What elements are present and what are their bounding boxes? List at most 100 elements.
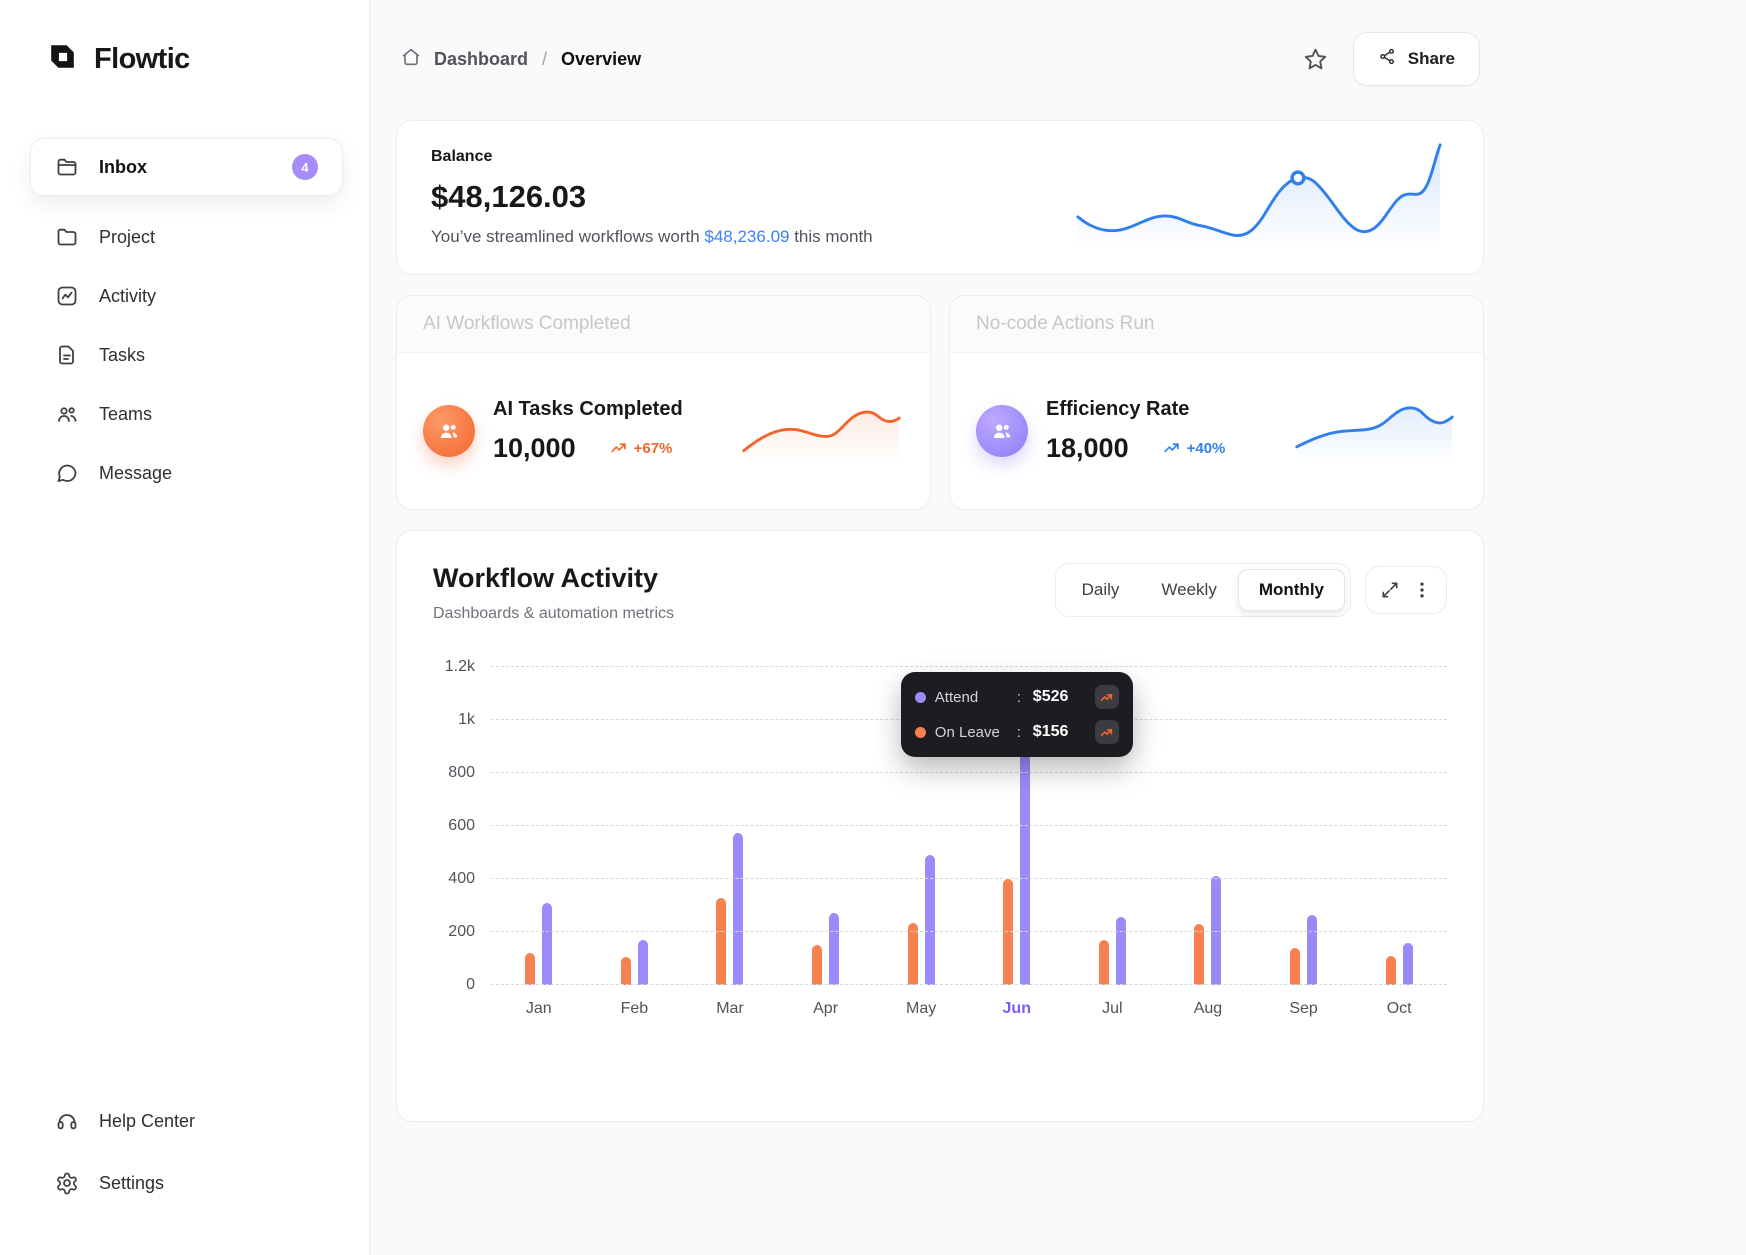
x-axis-labels: Jan Feb Mar Apr May Jun Jul Aug Sep Oct [491,1000,1447,1018]
on-leave-bar-mar[interactable] [716,897,727,985]
trend-up-icon [1094,720,1119,744]
y-tick-1k: 1k [458,711,475,728]
tooltip-value: $156 [1032,723,1069,740]
bar-group-apr [778,667,874,985]
top-actions: Share [1302,32,1480,86]
month-label-sep: Sep [1289,1000,1318,1017]
sidebar-item-label: Settings [99,1172,165,1193]
stat-card-no-code-actions: No-code Actions Run Efficiency Rate 18,0… [949,295,1484,510]
balance-sparkline [1069,139,1449,256]
tooltip-dot [914,691,926,703]
expand-icon[interactable] [1380,580,1400,600]
on-leave-bar-oct[interactable] [1385,955,1396,985]
chart-actions [1365,566,1447,614]
month-label-aug: Aug [1193,1000,1223,1017]
sidebar: Flowtic Inbox 4 Project Activity Tasks Teams M… [0,0,370,1255]
breadcrumb-dashboard[interactable]: Dashboard [400,46,528,73]
month-label-mar: Mar [716,1000,744,1017]
sidebar-item-label: Message [99,462,173,483]
on-leave-bar-may[interactable] [907,922,918,985]
sidebar-item-label: Help Center [99,1110,196,1131]
month-label-oct: Oct [1386,1000,1412,1017]
on-leave-bar-apr[interactable] [812,945,823,985]
stat-sparkline-blue [1292,395,1457,467]
month-label-may: May [906,1000,937,1017]
gridline-0 [491,984,1447,985]
sidebar-item-tasks[interactable]: Tasks [30,327,343,383]
tooltip-dot [914,726,926,738]
month-label-jul: Jul [1102,1000,1123,1017]
attend-bar-aug[interactable] [1211,876,1222,985]
sidebar-item-message[interactable]: Message [30,445,343,501]
balance-amount: $48,126.03 [431,179,587,214]
workflow-title-block: Workflow Activity Dashboards & automatio… [433,563,674,623]
tooltip-row-on-leave: On Leave: $156 [914,720,1119,744]
brand-logo-icon [44,38,81,80]
document-icon [55,343,79,367]
breadcrumb: Dashboard / Overview [400,46,641,73]
balance-amount-link[interactable]: $48,236.09 [704,227,790,246]
range-tabs: Daily Weekly Monthly [1054,563,1351,617]
stat-title: Efficiency Rate [1046,398,1190,420]
tooltip-label: On Leave [934,723,1000,741]
bar-group-aug [1160,667,1256,985]
month-label-jun: Jun [1002,1000,1031,1017]
sidebar-item-settings[interactable]: Settings [30,1155,343,1211]
sidebar-item-help-center[interactable]: Help Center [30,1093,343,1149]
share-label: Share [1407,49,1455,68]
home-icon [400,46,422,73]
sidebar-item-inbox[interactable]: Inbox 4 [30,138,343,196]
bar-group-jul [1065,667,1161,985]
people-icon [976,405,1028,457]
activity-chart-icon [55,284,79,308]
sidebar-item-teams[interactable]: Teams [30,386,343,442]
attend-bar-feb[interactable] [637,939,648,985]
more-options-icon[interactable] [1412,580,1432,600]
sidebar-item-label: Activity [99,285,157,306]
gridline-600 [491,825,1447,826]
attend-bar-sep[interactable] [1307,914,1318,985]
share-button[interactable]: Share [1352,32,1480,86]
gridline-200 [491,931,1447,932]
attend-bar-may[interactable] [924,855,935,985]
on-leave-bar-feb[interactable] [620,957,631,985]
attend-bar-jul[interactable] [1115,917,1126,985]
bar-group-jan [491,667,587,985]
stat-body: AI Tasks Completed 10,000 +67% [397,353,930,509]
attend-bar-jun[interactable] [1020,751,1031,985]
stat-sparkline-orange [739,395,904,467]
favorite-star-button[interactable] [1302,46,1329,73]
on-leave-bar-jun[interactable] [1003,879,1014,985]
on-leave-bar-jan[interactable] [525,953,536,985]
bar-group-jun [969,667,1065,985]
attend-bar-apr[interactable] [829,913,840,985]
attend-bar-oct[interactable] [1402,942,1413,985]
stats-row: AI Workflows Completed AI Tasks Complete… [396,295,1484,510]
attend-bar-jan[interactable] [542,902,553,985]
tab-weekly[interactable]: Weekly [1140,569,1237,611]
stat-value: 10,000 [493,433,576,463]
y-tick-1.2k: 1.2k [444,658,475,675]
on-leave-bar-sep[interactable] [1290,947,1301,985]
balance-card: Balance $48,126.03 You’ve streamlined wo… [396,120,1484,275]
chart-plot-area: Attend: $526 On Leave: $156 [491,666,1447,985]
stat-trend: +40% [1163,440,1225,457]
stat-title: AI Tasks Completed [493,398,683,420]
stat-section-title: AI Workflows Completed [397,296,930,353]
attend-bar-mar[interactable] [733,832,744,985]
bar-group-feb [587,667,683,985]
sidebar-item-label: Inbox [99,156,147,177]
y-tick-400: 400 [448,870,475,887]
on-leave-bar-aug[interactable] [1194,924,1205,985]
tab-daily[interactable]: Daily [1061,569,1141,611]
sidebar-item-activity[interactable]: Activity [30,268,343,324]
stat-section-title: No-code Actions Run [950,296,1483,353]
gridline-1.2k [491,666,1447,667]
sidebar-item-project[interactable]: Project [30,209,343,265]
balance-label: Balance [431,148,493,165]
on-leave-bar-jul[interactable] [1098,939,1109,985]
tab-monthly[interactable]: Monthly [1237,569,1345,611]
breadcrumb-current: Overview [561,48,642,69]
stat-trend: +67% [610,440,672,457]
sidebar-item-label: Project [99,226,156,247]
